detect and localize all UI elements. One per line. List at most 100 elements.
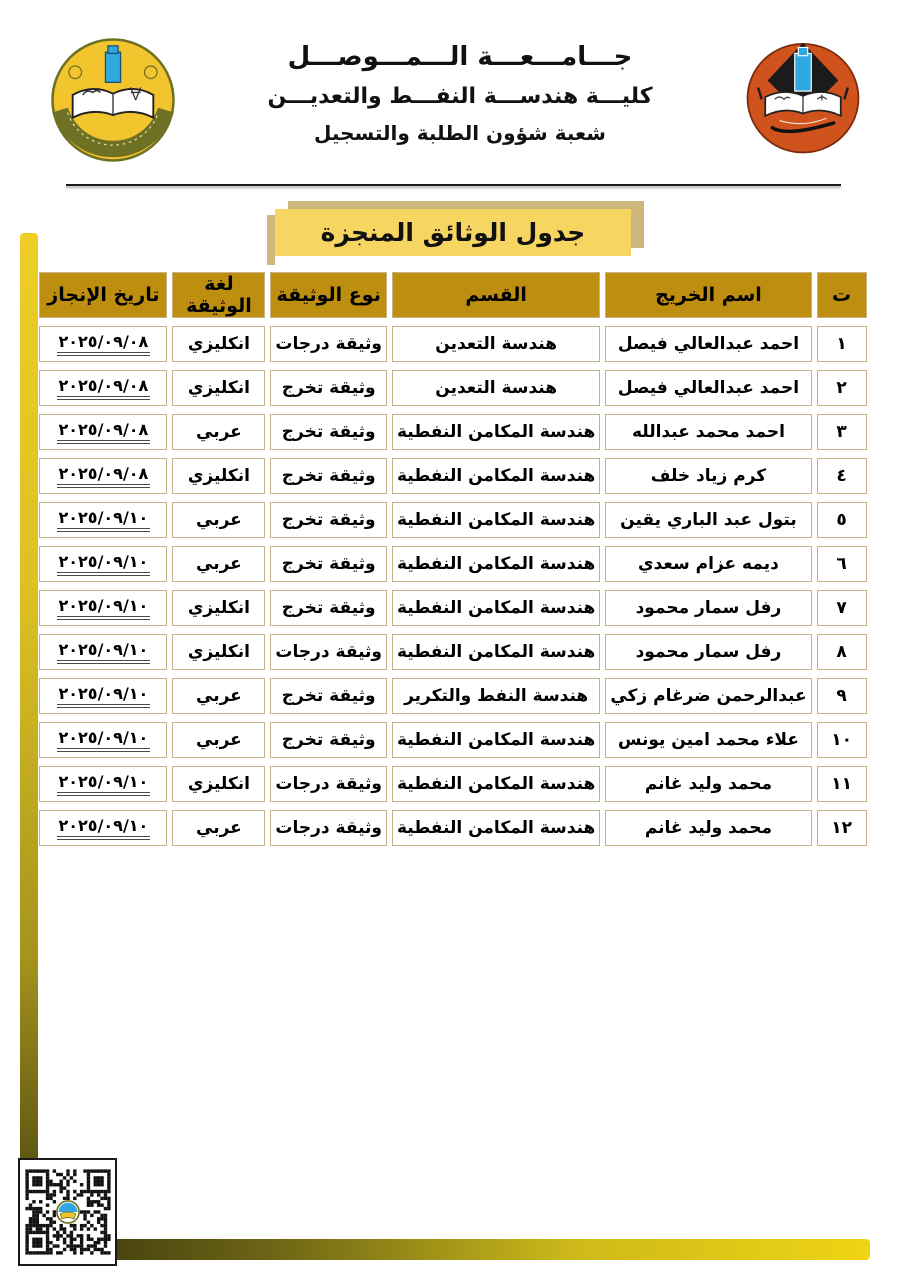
cell-row-number: ٢: [816, 370, 867, 406]
cell-row-number: ١: [816, 326, 867, 362]
page-header: جـــامـــعـــة الـــمـــوصـــل كليـــة ه…: [0, 0, 906, 168]
table-row: ٢ احمد عبدالعالي فيصل هندسة التعدين وثيق…: [39, 370, 867, 406]
cell-graduate-name: احمد عبدالعالي فيصل: [605, 326, 812, 362]
col-header-document-language: لغة الوثيقة: [172, 272, 266, 318]
table-row: ٧ رفل سمار محمود هندسة المكامن النفطية و…: [39, 590, 867, 626]
cell-document-type: وثيقة تخرج: [270, 590, 387, 626]
documents-table: ت اسم الخريج القسم نوع الوثيقة لغة الوثي…: [34, 264, 871, 854]
table-row: ٩ عبدالرحمن ضرغام زكي هندسة النفط والتكر…: [39, 678, 867, 714]
cell-document-language: انكليزي: [172, 326, 266, 362]
college-logo-icon: [50, 36, 176, 168]
table-row: ٣ احمد محمد عبدالله هندسة المكامن النفطي…: [39, 414, 867, 450]
cell-graduate-name: رفل سمار محمود: [605, 590, 812, 626]
cell-department: هندسة المكامن النفطية: [392, 722, 601, 758]
cell-completion-date: ٢٠٢٥/٠٩/١٠: [39, 590, 168, 626]
cell-department: هندسة التعدين: [392, 326, 601, 362]
cell-document-type: وثيقة درجات: [270, 810, 387, 846]
cell-row-number: ٦: [816, 546, 867, 582]
cell-department: هندسة المكامن النفطية: [392, 590, 601, 626]
cell-row-number: ١٢: [816, 810, 867, 846]
cell-completion-date: ٢٠٢٥/٠٩/١٠: [39, 678, 168, 714]
cell-document-language: عربي: [172, 414, 266, 450]
bottom-accent-bar: [18, 1239, 870, 1260]
cell-completion-date: ٢٠٢٥/٠٩/١٠: [39, 546, 168, 582]
cell-document-type: وثيقة تخرج: [270, 722, 387, 758]
cell-graduate-name: عبدالرحمن ضرغام زكي: [605, 678, 812, 714]
cell-row-number: ٧: [816, 590, 867, 626]
cell-graduate-name: رفل سمار محمود: [605, 634, 812, 670]
cell-graduate-name: ديمه عزام سعدي: [605, 546, 812, 582]
cell-document-language: انكليزي: [172, 766, 266, 802]
col-header-graduate-name: اسم الخريج: [605, 272, 812, 318]
letterhead-text: جـــامـــعـــة الـــمـــوصـــل كليـــة ه…: [176, 36, 744, 145]
cell-document-type: وثيقة تخرج: [270, 370, 387, 406]
cell-department: هندسة التعدين: [392, 370, 601, 406]
cell-department: هندسة المكامن النفطية: [392, 810, 601, 846]
cell-document-type: وثيقة تخرج: [270, 546, 387, 582]
documents-table-body: ١ احمد عبدالعالي فيصل هندسة التعدين وثيق…: [39, 326, 867, 846]
cell-row-number: ٩: [816, 678, 867, 714]
cell-completion-date: ٢٠٢٥/٠٩/٠٨: [39, 370, 168, 406]
cell-completion-date: ٢٠٢٥/٠٩/١٠: [39, 722, 168, 758]
col-header-no: ت: [816, 272, 867, 318]
cell-graduate-name: كرم زياد خلف: [605, 458, 812, 494]
cell-document-language: انكليزي: [172, 458, 266, 494]
cell-document-language: انكليزي: [172, 370, 266, 406]
table-row: ٤ كرم زياد خلف هندسة المكامن النفطية وثي…: [39, 458, 867, 494]
college-name: كليـــة هندســـة النفـــط والتعديـــن: [267, 84, 653, 109]
cell-document-type: وثيقة درجات: [270, 634, 387, 670]
table-row: ١٠ علاء محمد امين يونس هندسة المكامن الن…: [39, 722, 867, 758]
page-title-banner: جدول الوثائق المنجزة: [267, 209, 631, 265]
table-row: ١٢ محمد وليد غانم هندسة المكامن النفطية …: [39, 810, 867, 846]
cell-document-type: وثيقة تخرج: [270, 678, 387, 714]
cell-completion-date: ٢٠٢٥/٠٩/١٠: [39, 766, 168, 802]
cell-document-language: عربي: [172, 502, 266, 538]
cell-document-language: عربي: [172, 546, 266, 582]
university-name: جـــامـــعـــة الـــمـــوصـــل: [287, 42, 633, 72]
cell-graduate-name: محمد وليد غانم: [605, 766, 812, 802]
cell-document-type: وثيقة تخرج: [270, 414, 387, 450]
table-row: ١١ محمد وليد غانم هندسة المكامن النفطية …: [39, 766, 867, 802]
table-row: ٨ رفل سمار محمود هندسة المكامن النفطية و…: [39, 634, 867, 670]
cell-completion-date: ٢٠٢٥/٠٩/١٠: [39, 634, 168, 670]
cell-completion-date: ٢٠٢٥/٠٩/٠٨: [39, 414, 168, 450]
cell-completion-date: ٢٠٢٥/٠٩/١٠: [39, 502, 168, 538]
cell-completion-date: ٢٠٢٥/٠٩/١٠: [39, 810, 168, 846]
cell-graduate-name: علاء محمد امين يونس: [605, 722, 812, 758]
col-header-department: القسم: [392, 272, 601, 318]
cell-department: هندسة النفط والتكرير: [392, 678, 601, 714]
left-accent-bar: [20, 233, 38, 1259]
cell-graduate-name: محمد وليد غانم: [605, 810, 812, 846]
cell-document-language: انكليزي: [172, 590, 266, 626]
cell-document-type: وثيقة تخرج: [270, 458, 387, 494]
cell-document-language: عربي: [172, 722, 266, 758]
cell-row-number: ٨: [816, 634, 867, 670]
cell-document-type: وثيقة درجات: [270, 766, 387, 802]
cell-document-language: عربي: [172, 810, 266, 846]
cell-row-number: ١٠: [816, 722, 867, 758]
cell-graduate-name: احمد محمد عبدالله: [605, 414, 812, 450]
qr-code: [18, 1158, 117, 1266]
cell-document-type: وثيقة تخرج: [270, 502, 387, 538]
table-row: ٦ ديمه عزام سعدي هندسة المكامن النفطية و…: [39, 546, 867, 582]
cell-row-number: ٣: [816, 414, 867, 450]
cell-document-language: عربي: [172, 678, 266, 714]
col-header-completion-date: تاريخ الإنجاز: [39, 272, 168, 318]
cell-completion-date: ٢٠٢٥/٠٩/٠٨: [39, 326, 168, 362]
cell-department: هندسة المكامن النفطية: [392, 766, 601, 802]
qr-code-icon: [21, 1166, 114, 1258]
col-header-document-type: نوع الوثيقة: [270, 272, 387, 318]
cell-graduate-name: احمد عبدالعالي فيصل: [605, 370, 812, 406]
cell-document-type: وثيقة درجات: [270, 326, 387, 362]
cell-completion-date: ٢٠٢٥/٠٩/٠٨: [39, 458, 168, 494]
university-of-mosul-logo-icon: [744, 36, 862, 162]
cell-row-number: ٥: [816, 502, 867, 538]
cell-department: هندسة المكامن النفطية: [392, 546, 601, 582]
cell-department: هندسة المكامن النفطية: [392, 414, 601, 450]
table-row: ١ احمد عبدالعالي فيصل هندسة التعدين وثيق…: [39, 326, 867, 362]
cell-department: هندسة المكامن النفطية: [392, 458, 601, 494]
table-header-row: ت اسم الخريج القسم نوع الوثيقة لغة الوثي…: [39, 272, 867, 318]
page-title: جدول الوثائق المنجزة: [320, 218, 586, 247]
cell-department: هندسة المكامن النفطية: [392, 502, 601, 538]
